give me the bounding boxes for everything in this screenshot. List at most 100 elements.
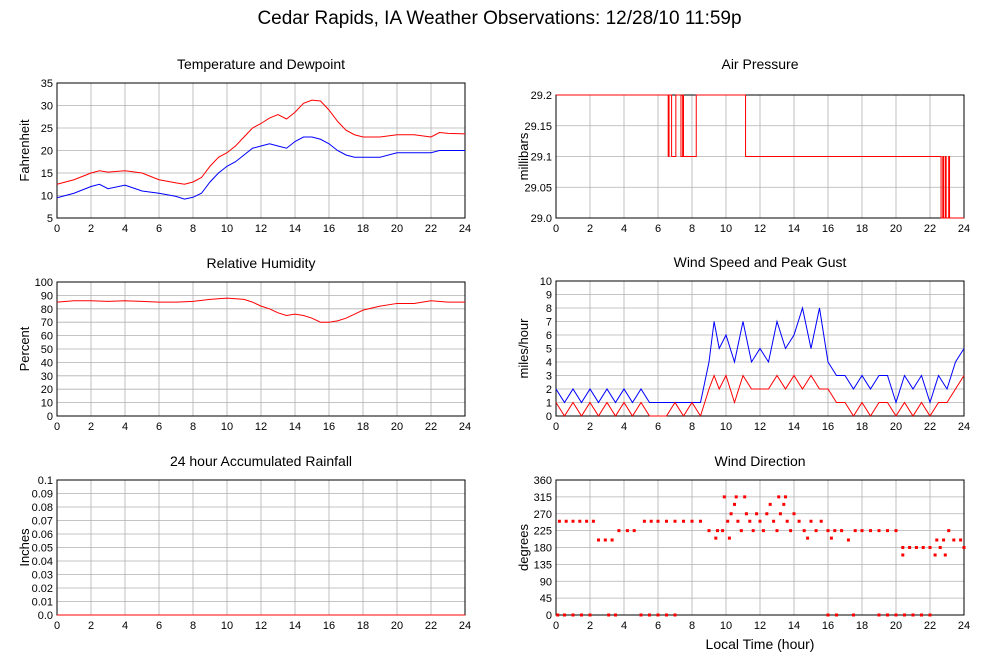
x-tick-label: 4	[621, 223, 627, 235]
data-point	[682, 519, 685, 523]
data-point	[933, 553, 937, 557]
data-point	[852, 613, 855, 617]
x-tick-label: 18	[856, 223, 868, 235]
data-point	[789, 529, 793, 533]
x-tick-label: 0	[54, 421, 60, 433]
data-point	[928, 613, 932, 617]
data-point	[736, 519, 740, 523]
x-tick-label: 6	[655, 223, 661, 235]
y-tick-label: 180	[534, 543, 552, 555]
data-point	[721, 529, 725, 533]
data-point	[911, 613, 915, 617]
x-tick-label: 4	[122, 421, 128, 433]
data-point	[768, 502, 772, 506]
y-tick-label: 135	[534, 559, 552, 571]
x-tick-label: 20	[391, 620, 403, 632]
data-point	[938, 546, 942, 549]
x-tick-label: 6	[655, 620, 661, 632]
data-point	[797, 519, 801, 523]
x-tick-label: 14	[289, 421, 301, 433]
data-point	[614, 613, 617, 617]
x-tick-label: 6	[156, 421, 162, 433]
data-point	[743, 495, 747, 499]
data-point	[829, 536, 833, 540]
x-tick-label: 10	[221, 223, 233, 235]
data-point	[826, 613, 830, 617]
y-tick-label: 70	[41, 317, 53, 329]
x-tick-label: 12	[754, 223, 766, 235]
x-tick-label: 18	[856, 421, 868, 433]
data-point	[726, 519, 730, 523]
data-point	[908, 546, 912, 549]
x-tick-label: 22	[425, 223, 437, 235]
data-point	[707, 529, 711, 533]
data-point	[578, 519, 582, 523]
data-point	[903, 613, 906, 617]
x-tick-label: 16	[822, 421, 834, 433]
data-point	[580, 613, 583, 617]
y-tick-label: 40	[41, 357, 53, 369]
data-point	[942, 538, 946, 542]
data-point	[733, 502, 736, 506]
y-tick-label: 5	[546, 344, 552, 356]
data-point	[894, 613, 898, 617]
data-point	[775, 529, 779, 533]
x-tick-label: 22	[425, 620, 437, 632]
y-tick-label: 100	[35, 277, 53, 289]
y-tick-label: 0.06	[32, 529, 53, 541]
y-tick-label: 225	[534, 526, 552, 538]
data-point	[758, 519, 762, 523]
x-tick-label: 14	[788, 620, 800, 632]
x-tick-label: 6	[156, 620, 162, 632]
x-tick-label: 18	[357, 223, 369, 235]
x-tick-label: 12	[255, 223, 267, 235]
x-tick-label: 18	[357, 620, 369, 632]
x-tick-label: 24	[459, 620, 471, 632]
x-tick-label: 12	[754, 620, 766, 632]
series-line-0	[56, 297, 465, 323]
data-point	[571, 613, 575, 617]
data-point	[814, 529, 818, 533]
data-point	[571, 519, 575, 523]
plot-frame	[56, 281, 466, 417]
series-line-0	[556, 94, 964, 219]
y-tick-label: 30	[41, 371, 53, 383]
y-tick-label: 0.03	[32, 570, 53, 582]
x-tick-label: 4	[621, 620, 627, 632]
data-point	[935, 538, 939, 542]
data-point	[607, 613, 611, 617]
data-point	[894, 529, 898, 533]
data-point	[563, 613, 566, 617]
y-tick-label: 60	[41, 331, 53, 343]
data-point	[860, 529, 864, 533]
y-tick-label: 29.05	[524, 182, 552, 194]
series-line-1	[555, 374, 965, 418]
data-point	[557, 519, 561, 523]
y-tick-label: 15	[41, 168, 53, 180]
x-tick-label: 14	[289, 620, 301, 632]
x-tick-label: 4	[122, 620, 128, 632]
y-tick-label: 90	[41, 290, 53, 302]
data-point	[597, 538, 600, 542]
data-point	[588, 613, 592, 617]
y-tick-label: 1	[546, 398, 552, 410]
x-tick-label: 14	[788, 421, 800, 433]
data-point	[739, 529, 743, 533]
data-point	[665, 613, 668, 617]
y-tick-label: 29.15	[524, 121, 552, 133]
y-tick-label: 0.02	[32, 583, 53, 595]
x-tick-label: 6	[156, 223, 162, 235]
x-tick-label: 24	[958, 421, 970, 433]
data-point	[921, 546, 925, 549]
data-point	[603, 538, 607, 542]
series-line-1	[56, 136, 465, 200]
x-tick-label: 16	[323, 620, 335, 632]
data-point	[642, 519, 646, 523]
y-tick-label: 360	[534, 475, 552, 487]
x-tick-label: 12	[255, 421, 267, 433]
data-point	[656, 613, 660, 617]
x-tick-label: 22	[924, 620, 936, 632]
